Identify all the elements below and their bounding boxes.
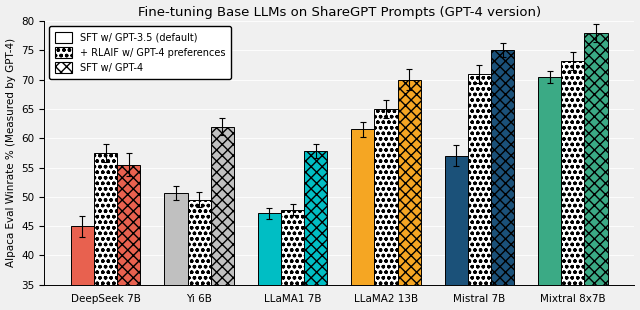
Y-axis label: Alpaca Eval Winrate % (Measured by GPT-4): Alpaca Eval Winrate % (Measured by GPT-4… <box>6 38 15 268</box>
Bar <box>397 80 420 310</box>
Legend: SFT w/ GPT-3.5 (default), + RLAIF w/ GPT-4 preferences, SFT w/ GPT-4: SFT w/ GPT-3.5 (default), + RLAIF w/ GPT… <box>49 26 232 79</box>
Bar <box>164 193 188 310</box>
Title: Fine-tuning Base LLMs on ShareGPT Prompts (GPT-4 version): Fine-tuning Base LLMs on ShareGPT Prompt… <box>138 6 541 19</box>
Bar <box>538 77 561 310</box>
Bar <box>468 74 491 310</box>
Bar <box>445 156 468 310</box>
Bar <box>188 200 211 310</box>
Bar <box>561 61 584 310</box>
Bar <box>281 210 304 310</box>
Bar <box>304 151 327 310</box>
Bar <box>117 165 140 310</box>
Bar <box>374 109 397 310</box>
Bar <box>211 126 234 310</box>
Bar <box>71 226 94 310</box>
Bar <box>94 153 117 310</box>
Bar <box>258 213 281 310</box>
Bar <box>491 51 514 310</box>
Bar <box>584 33 607 310</box>
Bar <box>351 130 374 310</box>
